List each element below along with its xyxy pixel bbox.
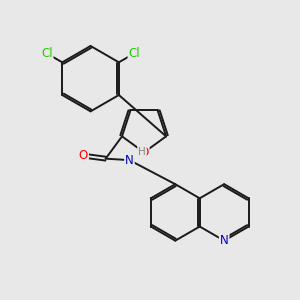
Text: Cl: Cl	[41, 47, 52, 60]
Text: N: N	[125, 154, 134, 166]
Text: N: N	[220, 234, 229, 247]
Text: Cl: Cl	[128, 47, 140, 60]
Text: O: O	[79, 149, 88, 162]
Text: O: O	[140, 146, 149, 159]
Text: H: H	[138, 147, 146, 157]
